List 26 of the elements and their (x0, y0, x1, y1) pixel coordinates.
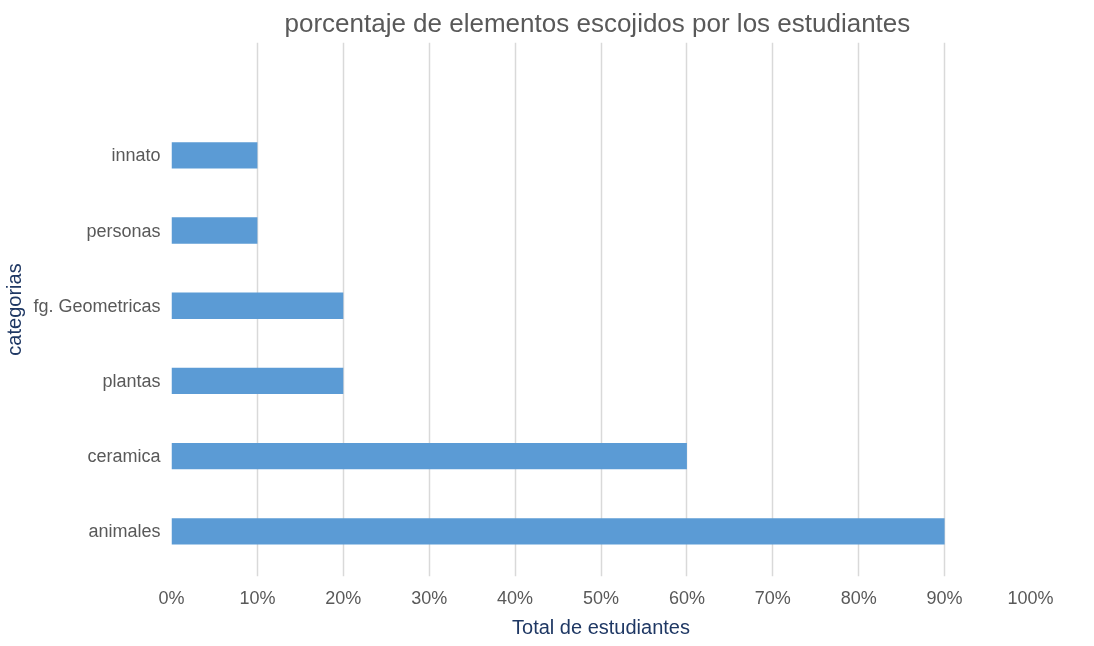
bar (171, 518, 945, 545)
y-tick-label: plantas (102, 370, 161, 391)
x-tick-label: 100% (1007, 587, 1054, 608)
y-tick-label: innato (111, 145, 161, 166)
x-tick-label: 10% (239, 587, 276, 608)
bar (171, 142, 258, 169)
bar (171, 443, 687, 470)
y-tick-label: fg. Geometricas (33, 295, 161, 316)
y-tick-label: ceramica (87, 446, 162, 467)
y-axis-title: categorias (3, 263, 26, 356)
x-tick-label: 30% (411, 587, 448, 608)
bar (171, 292, 344, 319)
x-axis-title: Total de estudiantes (512, 615, 690, 638)
x-tick-label: 0% (158, 587, 185, 608)
x-tick-label: 80% (840, 587, 877, 608)
bar (171, 217, 258, 244)
chart-title: porcentaje de elementos escojidos por los estudiantes (284, 7, 911, 38)
x-tick-label: 20% (325, 587, 362, 608)
y-tick-label: personas (86, 220, 161, 241)
x-tick-label: 70% (754, 587, 791, 608)
y-tick-label: animales (88, 521, 161, 542)
x-tick-label: 60% (668, 587, 705, 608)
x-tick-label: 90% (926, 587, 963, 608)
x-tick-label: 40% (497, 587, 534, 608)
bar (171, 367, 344, 395)
x-tick-label: 50% (582, 587, 620, 608)
